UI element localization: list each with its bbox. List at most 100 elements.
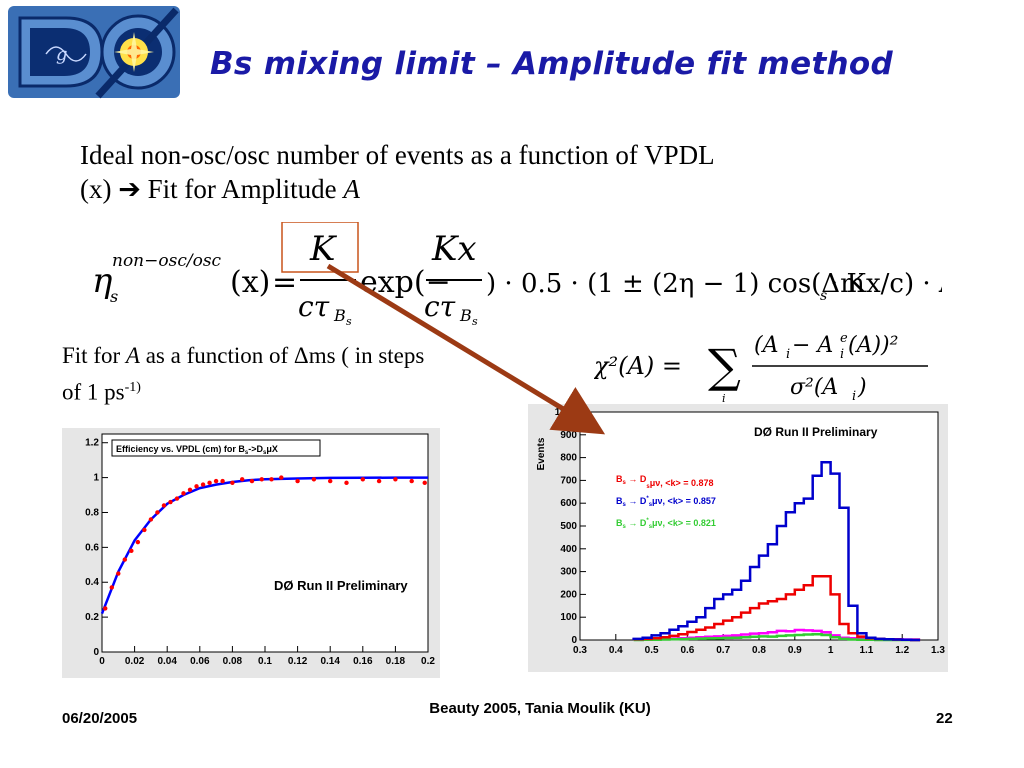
chi-num-i: i [786, 347, 790, 362]
y-tick-label: 1.2 [85, 438, 99, 449]
eq-sign: = [272, 265, 297, 300]
x-tick-label: 0.12 [288, 656, 308, 667]
fit-text-sup: -1) [124, 380, 141, 395]
eta-sup: non−osc/osc [112, 251, 222, 271]
chi-num-sub: i [840, 347, 844, 362]
x-tick-label: 0 [99, 656, 105, 667]
data-point [220, 478, 225, 484]
data-point [259, 477, 264, 482]
data-point [174, 496, 180, 501]
y-tick-label: 0 [93, 647, 99, 658]
highlight-box [281, 222, 359, 273]
den-subsub-1: s [346, 315, 352, 326]
data-point [142, 527, 147, 533]
x-tick-label: 0.02 [125, 656, 145, 667]
x-tick-label: 0.08 [223, 656, 243, 667]
chi-den-end: ) [857, 375, 867, 400]
chi-den-i: i [852, 389, 856, 404]
data-point [181, 491, 186, 496]
y-tick-label: 400 [560, 544, 577, 555]
num-kx: Kx [431, 229, 477, 269]
formula-tail-end: · Kx/c) · A) [830, 269, 942, 299]
x-tick-label: 0.04 [157, 656, 177, 667]
legend-entry: Bs → D*sμν, <k> = 0.857 [616, 496, 716, 508]
y-tick-label: 600 [560, 498, 577, 509]
data-point [207, 480, 212, 486]
y-tick-label: 1000 [555, 407, 578, 418]
x-tick-label: 1.1 [859, 645, 873, 656]
d0-logo: g [8, 6, 180, 99]
sigma-symbol: ∑ [708, 339, 741, 393]
data-point [311, 477, 317, 482]
x-tick-label: 1.3 [931, 645, 945, 656]
events-title: DØ Run II Preliminary [754, 425, 878, 439]
eta-sub: s [110, 287, 118, 306]
data-point [187, 487, 193, 493]
data-point [344, 480, 349, 486]
footer-center: Beauty 2005, Tania Moulik (KU) [429, 700, 651, 717]
y-tick-label: 0 [571, 635, 577, 646]
data-point [116, 571, 121, 576]
data-point [168, 499, 173, 505]
num-k: K [309, 229, 338, 269]
y-tick-label: 300 [560, 567, 577, 578]
fit-text-4: of 1 ps [62, 379, 125, 405]
histogram-series-0 [632, 460, 921, 642]
den-subsub-2: s [472, 315, 478, 326]
y-tick-label: 0.8 [85, 507, 99, 518]
chi-den: σ²(A [790, 375, 838, 400]
sigma-sub: i [722, 392, 726, 405]
y-tick-label: 800 [560, 453, 577, 464]
data-point [109, 585, 114, 590]
svg-text:g: g [56, 44, 68, 65]
events-chart: Events DØ Run II Preliminary 0.3 0.4 0.5 0.… [528, 404, 948, 672]
y-tick-label: 0.2 [85, 612, 99, 623]
y-tick-label: 500 [560, 521, 577, 532]
body-line-2-mid: Fit for Amplitude [140, 174, 344, 204]
den-ctau-2: cτ [424, 290, 456, 323]
data-point [393, 477, 398, 482]
data-point [422, 480, 427, 486]
data-point [200, 482, 206, 487]
amplitude-symbol: A [343, 174, 360, 204]
right-arrow-icon: ➔ [118, 174, 141, 204]
x-tick-label: 0.2 [421, 656, 435, 667]
histogram-series-2 [633, 633, 921, 642]
y-tick-label: 900 [560, 430, 577, 441]
formula-tail-sub: s [820, 288, 827, 304]
data-point [239, 477, 245, 482]
eta-symbol: η [92, 261, 113, 301]
data-point [194, 484, 199, 489]
data-point [328, 478, 333, 484]
x-tick-label: 0.3 [573, 645, 587, 656]
x-tick-label: 0.06 [190, 656, 210, 667]
y-tick-label: 0.6 [85, 542, 99, 553]
eta-arg: (x) [230, 265, 270, 300]
x-tick-label: 0.8 [752, 645, 766, 656]
chi-num-a: (A [754, 333, 778, 358]
x-tick-label: 0.9 [788, 645, 802, 656]
body-line-1: Ideal non-osc/osc number of events as a … [80, 140, 715, 170]
data-point [376, 478, 382, 484]
data-point [135, 539, 141, 545]
data-point [148, 517, 154, 522]
x-tick-label: 0.6 [680, 645, 694, 656]
den-sub-2: B [459, 306, 472, 325]
chi2-formula: χ²(A) = ∑ i (A i − A e i (A))² σ²(A i ) [594, 331, 928, 405]
fit-text-1: Fit for [62, 343, 126, 368]
data-point [409, 478, 414, 484]
efficiency-annotation: DØ Run II Preliminary [274, 578, 408, 593]
y-tick-label: 100 [560, 612, 577, 623]
legend-entry: Bs → Dsμν, <k> = 0.878 [616, 474, 714, 490]
chi2-lhs: χ²(A) = [594, 352, 682, 380]
y-tick-label: 1 [93, 473, 99, 484]
footer-date: 06/20/2005 [62, 710, 138, 727]
x-tick-label: 1.2 [895, 645, 909, 656]
data-point [213, 478, 219, 484]
x-tick-label: 0.1 [258, 656, 272, 667]
eta-formula: η s non−osc/osc (x) = K cτ B s exp(− Kx … [92, 222, 942, 326]
chi-num-end: (A))² [848, 333, 898, 358]
y-tick-label: 700 [560, 475, 577, 486]
data-point [249, 478, 255, 484]
chi-num-sup: e [840, 331, 848, 346]
